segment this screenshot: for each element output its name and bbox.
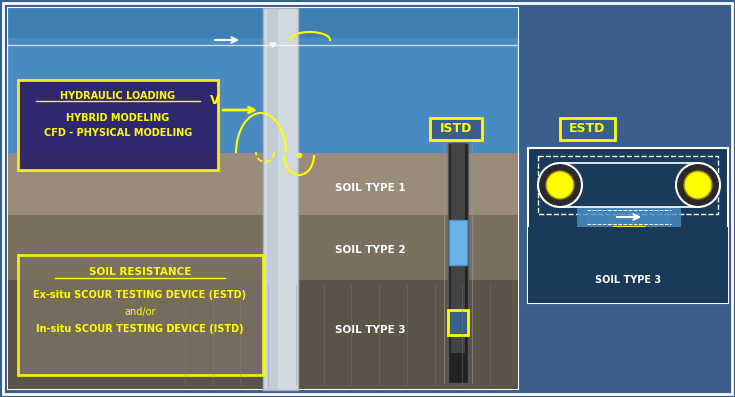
Text: CFD - PHYSICAL MODELING: CFD - PHYSICAL MODELING — [44, 128, 192, 138]
Bar — [8, 153, 518, 215]
Bar — [8, 8, 518, 389]
Polygon shape — [577, 207, 587, 227]
Bar — [8, 280, 518, 389]
Circle shape — [676, 163, 720, 207]
Text: SOIL TYPE 3: SOIL TYPE 3 — [334, 325, 405, 335]
Text: ESTD: ESTD — [569, 123, 605, 135]
Polygon shape — [671, 207, 681, 227]
FancyBboxPatch shape — [430, 118, 482, 140]
Bar — [614, 227, 644, 255]
Text: SOIL RESISTANCE: SOIL RESISTANCE — [89, 267, 191, 277]
FancyBboxPatch shape — [18, 80, 218, 170]
Bar — [8, 8, 518, 153]
Text: and/or: and/or — [124, 307, 156, 317]
Bar — [538, 156, 718, 214]
Bar — [267, 8, 278, 390]
Polygon shape — [270, 43, 276, 47]
Bar — [449, 220, 467, 265]
Bar — [448, 310, 468, 335]
Bar — [8, 8, 518, 38]
Text: SOIL TYPE 2: SOIL TYPE 2 — [334, 245, 405, 255]
Circle shape — [684, 171, 712, 199]
Text: ISTD: ISTD — [440, 123, 472, 135]
Text: SOIL TYPE 1: SOIL TYPE 1 — [334, 183, 405, 193]
Circle shape — [546, 171, 574, 199]
Circle shape — [538, 163, 582, 207]
Text: V: V — [210, 94, 220, 107]
Bar — [451, 143, 465, 353]
FancyBboxPatch shape — [18, 255, 263, 375]
Text: In-situ SCOUR TESTING DEVICE (ISTD): In-situ SCOUR TESTING DEVICE (ISTD) — [36, 324, 244, 334]
Bar — [263, 8, 298, 390]
Text: HYBRID MODELING: HYBRID MODELING — [66, 113, 170, 123]
Bar — [528, 148, 728, 303]
FancyBboxPatch shape — [560, 118, 615, 140]
Text: Ex-situ SCOUR TESTING DEVICE (ESTD): Ex-situ SCOUR TESTING DEVICE (ESTD) — [33, 290, 246, 300]
Bar — [528, 227, 728, 303]
Bar — [8, 215, 518, 280]
Text: HYDRAULIC LOADING: HYDRAULIC LOADING — [60, 91, 176, 101]
Text: SOIL TYPE 3: SOIL TYPE 3 — [595, 275, 661, 285]
Bar — [587, 207, 671, 227]
Bar — [448, 143, 468, 383]
